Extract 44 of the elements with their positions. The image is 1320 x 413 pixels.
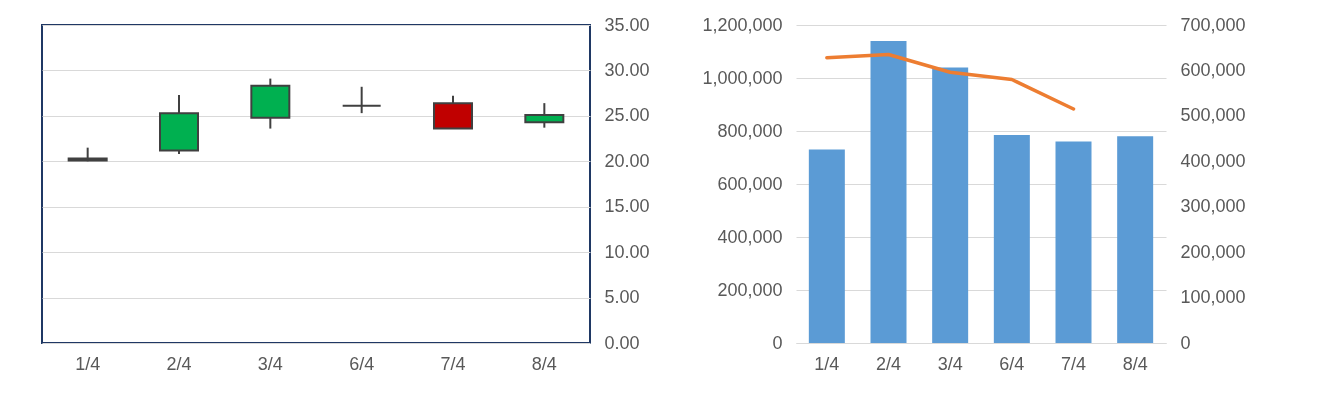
- y2-tick-label: 200,000: [1180, 241, 1246, 262]
- y2-tick-label: 100,000: [1180, 287, 1246, 308]
- x-tick-label: 1/4: [814, 353, 840, 374]
- x-tick-label: 7/4: [440, 353, 466, 374]
- bar: [1055, 141, 1092, 343]
- x-tick-label: 8/4: [531, 353, 557, 374]
- candlestick: [341, 85, 382, 115]
- bar: [1117, 136, 1154, 343]
- x-tick-label: 7/4: [1060, 353, 1087, 374]
- y-tick-label: 30.00: [604, 59, 650, 80]
- x-tick-label: 6/4: [999, 353, 1025, 374]
- y-tick-label: 35.00: [604, 14, 650, 35]
- bar: [932, 67, 969, 343]
- y-tick-label: 400,000: [717, 226, 783, 247]
- x-tick-label: 6/4: [349, 353, 375, 374]
- y-tick-label: 25.00: [604, 105, 650, 126]
- y2-tick-label: 500,000: [1180, 105, 1246, 126]
- bar: [993, 134, 1030, 343]
- x-tick-label: 3/4: [257, 353, 283, 374]
- y-tick-label: 600,000: [717, 173, 783, 194]
- y2-tick-label: 300,000: [1180, 196, 1246, 217]
- y2-tick-label: 700,000: [1180, 14, 1246, 35]
- x-tick-label: 2/4: [166, 353, 192, 374]
- y-tick-label: 1,200,000: [702, 14, 783, 35]
- y-tick-label: 20.00: [604, 150, 650, 171]
- x-tick-label: 8/4: [1122, 353, 1148, 374]
- candlestick: [524, 102, 565, 129]
- y2-tick-label: 400,000: [1180, 150, 1246, 171]
- y-tick-label: 800,000: [717, 120, 783, 141]
- bar: [808, 149, 845, 343]
- y-tick-label: 5.00: [604, 287, 640, 308]
- y-tick-label: 0: [772, 332, 783, 353]
- bar: [870, 40, 907, 343]
- y2-tick-label: 0: [1180, 332, 1191, 353]
- y2-tick-label: 600,000: [1180, 59, 1246, 80]
- line-series: [825, 52, 1076, 111]
- y-tick-label: 200,000: [717, 279, 783, 300]
- x-tick-label: 3/4: [937, 353, 963, 374]
- y-tick-label: 10.00: [604, 241, 650, 262]
- y-tick-label: 0.00: [604, 332, 640, 353]
- y-tick-label: 1,000,000: [702, 67, 783, 88]
- x-tick-label: 2/4: [875, 353, 902, 374]
- x-tick-label: 1/4: [75, 353, 101, 374]
- y-tick-label: 15.00: [604, 196, 650, 217]
